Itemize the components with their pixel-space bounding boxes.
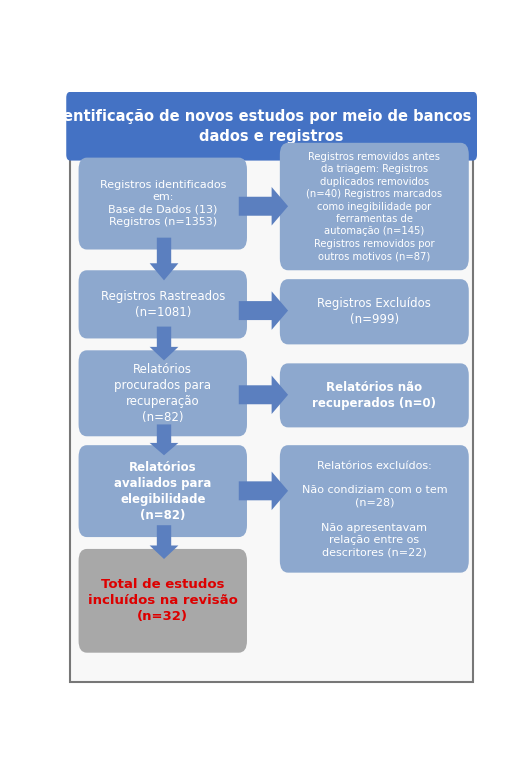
- FancyArrow shape: [149, 424, 179, 455]
- Text: Relatórios excluídos:

Não condiziam com o tem
(n=28)

Não apresentavam
relação : Relatórios excluídos: Não condiziam com …: [302, 460, 447, 557]
- Text: Registros Excluídos
(n=999): Registros Excluídos (n=999): [317, 297, 431, 326]
- Text: Relatórios
procurados para
recuperação
(n=82): Relatórios procurados para recuperação (…: [114, 363, 211, 424]
- FancyArrow shape: [238, 376, 288, 414]
- FancyBboxPatch shape: [78, 445, 247, 537]
- Text: Registros removidos antes
da triagem: Registros
duplicados removidos
(n=40) Regi: Registros removidos antes da triagem: Re…: [306, 152, 443, 261]
- Text: Relatórios
avaliados para
elegibilidade
(n=82): Relatórios avaliados para elegibilidade …: [114, 460, 211, 521]
- Text: Registros Rastreados
(n=1081): Registros Rastreados (n=1081): [101, 290, 225, 319]
- FancyArrow shape: [149, 326, 179, 360]
- FancyBboxPatch shape: [78, 270, 247, 339]
- FancyBboxPatch shape: [70, 99, 473, 682]
- FancyBboxPatch shape: [280, 280, 469, 344]
- Text: Identificação de novos estudos por meio de bancos de
dados e registros: Identificação de novos estudos por meio …: [47, 109, 497, 143]
- Text: Registros identificados
em:
Base de Dados (13)
Registros (n=1353): Registros identificados em: Base de Dado…: [100, 180, 226, 227]
- FancyArrow shape: [149, 238, 179, 280]
- FancyBboxPatch shape: [280, 142, 469, 270]
- FancyArrow shape: [238, 187, 288, 226]
- FancyArrow shape: [238, 291, 288, 330]
- Text: Total de estudos
incluídos na revisão
(n=32): Total de estudos incluídos na revisão (n…: [88, 578, 238, 623]
- FancyBboxPatch shape: [78, 549, 247, 653]
- FancyBboxPatch shape: [66, 92, 477, 161]
- FancyBboxPatch shape: [78, 158, 247, 249]
- FancyArrow shape: [238, 471, 288, 510]
- Text: Relatórios não
recuperados (n=0): Relatórios não recuperados (n=0): [312, 381, 436, 410]
- FancyBboxPatch shape: [280, 445, 469, 573]
- FancyBboxPatch shape: [280, 363, 469, 427]
- FancyArrow shape: [149, 525, 179, 559]
- FancyBboxPatch shape: [78, 350, 247, 437]
